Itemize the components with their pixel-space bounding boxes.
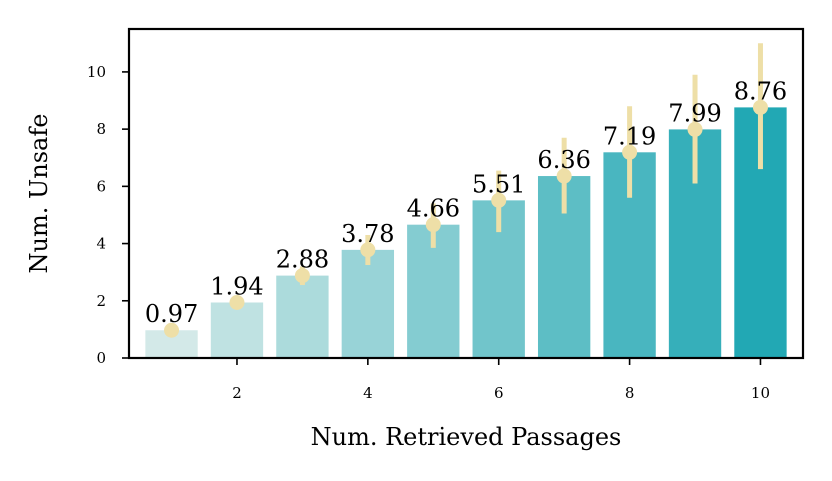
mean-point-1: [164, 322, 180, 338]
x-tick-label-6: 6: [494, 384, 504, 402]
value-label-9: 7.99: [668, 99, 721, 127]
bar-3: [276, 275, 329, 358]
value-label-3: 2.88: [276, 246, 329, 274]
mean-point-5: [425, 217, 441, 233]
value-label-8: 7.19: [603, 122, 656, 150]
value-label-1: 0.97: [145, 300, 198, 328]
value-label-2: 1.94: [210, 272, 263, 300]
y-tick-label-2: 2: [96, 292, 106, 310]
x-axis-label: Num. Retrieved Passages: [311, 423, 622, 451]
bar-2: [210, 302, 264, 358]
value-label-6: 5.51: [472, 170, 525, 198]
mean-point-10: [752, 99, 768, 115]
value-label-7: 6.36: [537, 146, 590, 174]
mean-point-3: [294, 268, 310, 284]
value-label-4: 3.78: [341, 220, 394, 248]
error-bars-group: [164, 43, 768, 338]
mean-point-4: [360, 242, 376, 258]
x-axis-ticks: 2 4 6 8 10: [232, 358, 770, 402]
y-tick-label-8: 8: [96, 120, 106, 138]
mean-point-6: [491, 192, 507, 208]
mean-point-8: [622, 144, 638, 160]
x-tick-label-8: 8: [625, 384, 635, 402]
y-tick-label-4: 4: [96, 235, 106, 253]
value-label-5: 4.66: [407, 195, 460, 223]
y-tick-label-6: 6: [96, 177, 106, 195]
x-tick-label-4: 4: [363, 384, 373, 402]
value-labels-group: 0.97 1.94 2.88 3.78 4.66 5.51 6.36 7.19 7.99 8.76: [145, 77, 787, 328]
bars-group: [145, 107, 787, 359]
y-axis-ticks: 0 2 4 6 8 10: [87, 63, 129, 367]
mean-point-2: [229, 294, 245, 310]
x-tick-label-2: 2: [232, 384, 242, 402]
y-axis-label: Num. Unsafe: [25, 114, 53, 274]
y-tick-label-10: 10: [87, 63, 106, 81]
plot-frame: [127, 27, 805, 360]
x-tick-label-10: 10: [751, 384, 770, 402]
mean-point-7: [556, 168, 572, 184]
y-tick-label-0: 0: [96, 349, 106, 367]
mean-point-9: [687, 121, 703, 137]
bar-4: [341, 249, 395, 358]
value-label-10: 8.76: [734, 77, 787, 105]
